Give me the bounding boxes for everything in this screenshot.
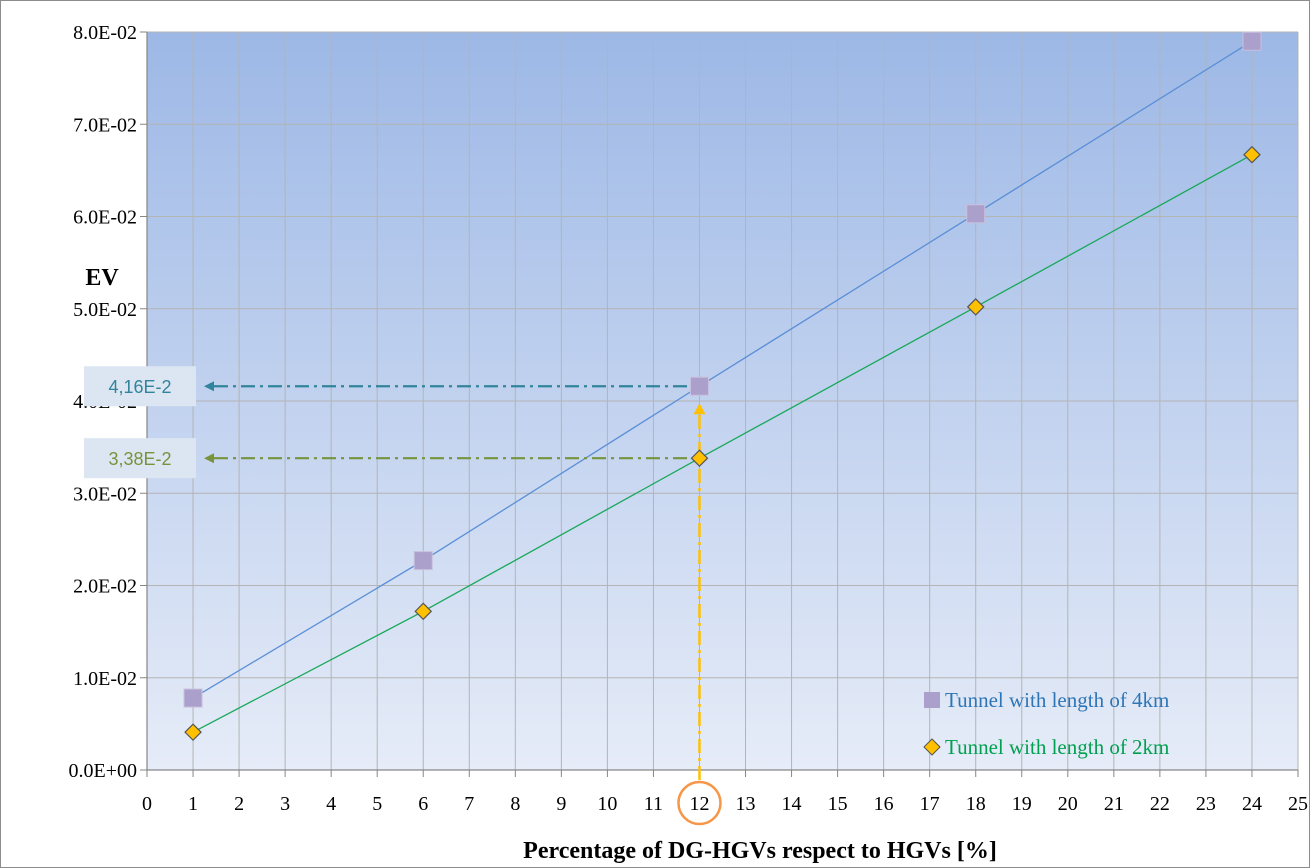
x-tick-label: 10 (597, 793, 617, 815)
y-tick-label: 7.0E-02 (73, 114, 137, 136)
legend: Tunnel with length of 4km Tunnel with len… (923, 688, 1169, 759)
series-1-point (689, 376, 709, 396)
y-tick-label: 1.0E-02 (73, 668, 137, 690)
series-2-point (414, 602, 433, 621)
series-2-point (966, 298, 985, 316)
y-tick-label: 2.0E-02 (73, 576, 137, 598)
series-group (183, 31, 1262, 742)
series-2-point (1243, 145, 1261, 164)
x-tick-label: 3 (280, 793, 290, 815)
x-axis-ticks: 0 1 2 3 4 5 6 7 8 9 10 11 12 13 14 15 16 17 18 19 20 21 22 23 24… (142, 770, 1308, 815)
x-tick-label: 23 (1196, 793, 1216, 815)
x-tick-label: 12 (689, 793, 709, 815)
callout-label-1: 4,16E-2 (108, 377, 171, 397)
x-tick-label: 25 (1288, 793, 1308, 815)
x-tick-label: 5 (372, 793, 382, 815)
x-tick-label: 19 (1012, 793, 1032, 815)
highlight-circle (677, 780, 722, 826)
x-axis-label: Percentage of DG-HGVs respect to HGVs [%… (523, 838, 997, 864)
x-tick-label: 13 (736, 793, 756, 815)
x-tick-label: 16 (874, 793, 894, 815)
callout-label-2: 3,38E-2 (108, 449, 171, 469)
series-1-point (183, 688, 203, 708)
y-tick-label: 8.0E-02 (73, 22, 137, 44)
y-axis-ticks: 0.0E+001.0E-022.0E-023.0E-024.0E-025.0E-… (69, 22, 147, 782)
x-tick-label: 20 (1058, 793, 1078, 815)
vertical-guide-arrowhead (693, 403, 706, 415)
x-tick-label: 2 (234, 793, 244, 815)
series-1-point (966, 204, 986, 224)
x-tick-label: 24 (1242, 793, 1262, 815)
series-1-point (413, 551, 433, 571)
x-tick-label: 4 (326, 793, 336, 815)
series-1-point (1242, 31, 1262, 51)
x-tick-label: 11 (644, 793, 663, 815)
x-tick-label: 17 (920, 793, 940, 815)
series-2-point (690, 449, 709, 468)
x-tick-label: 6 (418, 793, 428, 815)
series-2-point (184, 723, 202, 742)
y-tick-label: 6.0E-02 (73, 207, 137, 229)
legend-marker-1 (924, 692, 940, 708)
x-tick-label: 15 (828, 793, 848, 815)
y-axis-label: EV (85, 265, 119, 291)
y-tick-label: 3.0E-02 (73, 483, 137, 505)
legend-label-2: Tunnel with length of 2km (945, 735, 1169, 759)
x-tick-label: 18 (966, 793, 986, 815)
x-tick-label: 9 (556, 793, 566, 815)
guide-lines (693, 403, 706, 780)
legend-marker-2 (923, 738, 941, 756)
callout-arrowhead-1 (204, 381, 214, 392)
y-tick-label: 0.0E+00 (69, 760, 138, 782)
x-tick-label: 8 (510, 793, 520, 815)
callout-box-1 (84, 366, 196, 407)
x-tick-label: 14 (782, 793, 802, 815)
legend-label-1: Tunnel with length of 4km (945, 688, 1169, 712)
x-tick-label: 0 (142, 793, 152, 815)
callout-arrowhead-2 (204, 453, 214, 464)
callout-box-2 (84, 438, 196, 479)
x-tick-label: 1 (188, 793, 198, 815)
x-tick-label: 21 (1104, 793, 1124, 815)
x-tick-label: 7 (464, 793, 474, 815)
gridlines (146, 31, 1299, 771)
x-tick-label: 22 (1150, 793, 1170, 815)
y-tick-label: 5.0E-02 (73, 299, 137, 321)
callouts: 4,16E-2 3,38E-2 (84, 366, 722, 826)
